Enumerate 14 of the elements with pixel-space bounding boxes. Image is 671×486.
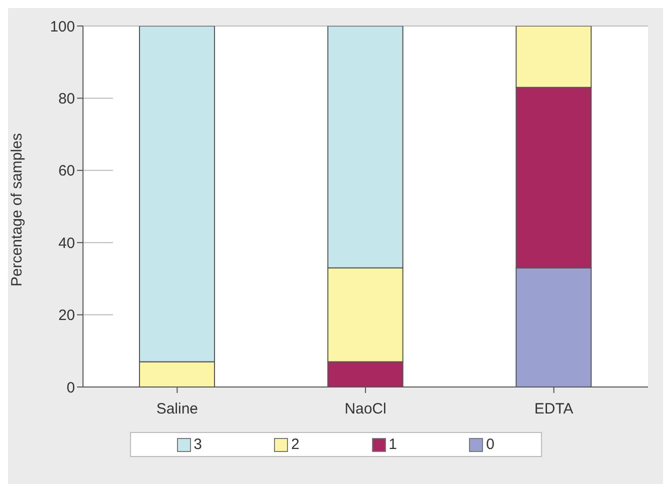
x-tick-label: NaoCl	[344, 400, 386, 418]
legend-label: 0	[485, 436, 494, 453]
legend-label: 1	[388, 436, 397, 453]
y-tick-label: 0	[66, 379, 75, 396]
legend-label: 3	[192, 436, 202, 453]
x-tick-label: EDTA	[534, 400, 574, 418]
y-tick-label: 100	[50, 18, 75, 36]
y-axis-title: Percentage of samples	[8, 133, 26, 286]
y-tick-label: 60	[58, 162, 75, 180]
x-tick-label: Saline	[156, 400, 198, 418]
y-tick-label: 80	[58, 90, 75, 108]
legend-label: 2	[290, 436, 300, 453]
y-tick-label: 40	[58, 234, 75, 252]
y-tick-label: 20	[58, 307, 75, 324]
